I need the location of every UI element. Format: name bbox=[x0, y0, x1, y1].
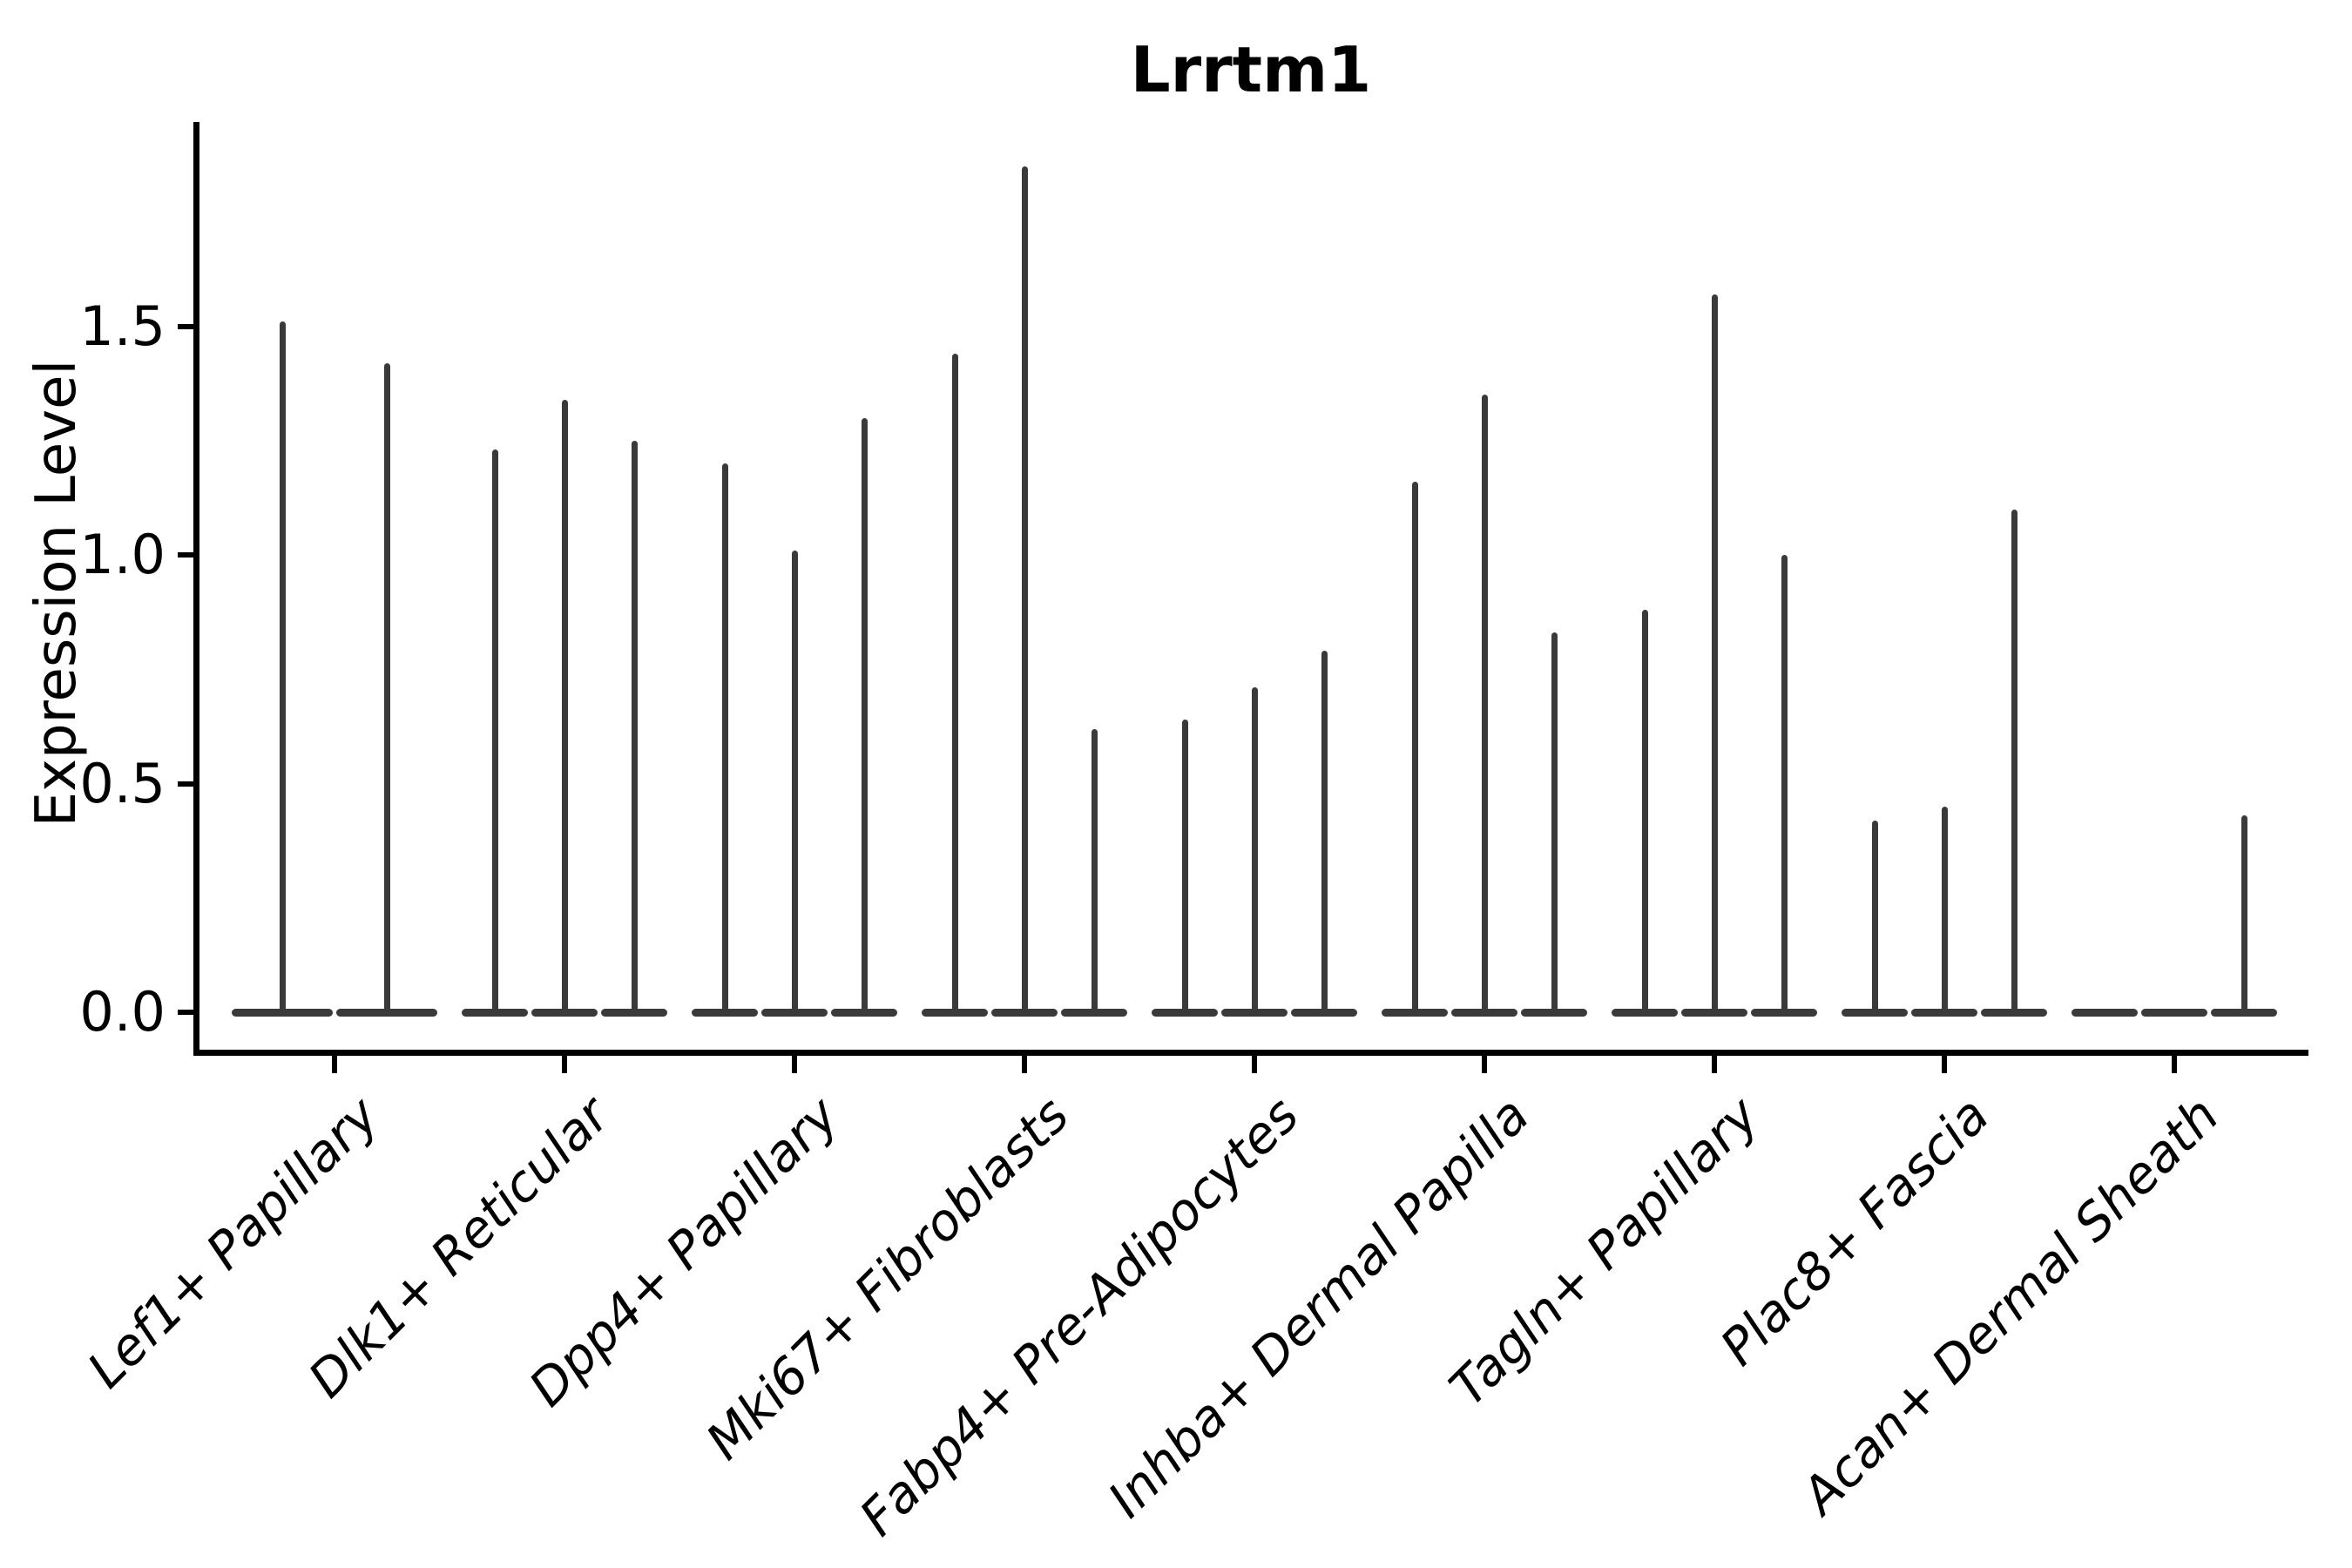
violin-base bbox=[232, 1009, 333, 1017]
violin-base bbox=[991, 1009, 1058, 1017]
violin-base bbox=[1451, 1009, 1517, 1017]
violin-spike bbox=[2240, 815, 2247, 1012]
violin-base bbox=[1842, 1009, 1908, 1017]
y-tick bbox=[178, 781, 193, 787]
x-tick bbox=[1022, 1056, 1027, 1073]
violin-base bbox=[831, 1009, 897, 1017]
x-category-label: Fabp4+ Pre-Adipocytes bbox=[848, 1085, 1311, 1548]
violin-base bbox=[761, 1009, 828, 1017]
x-tick bbox=[1252, 1056, 1257, 1073]
x-tick bbox=[332, 1056, 337, 1073]
x-tick bbox=[1942, 1056, 1947, 1073]
violin-spike bbox=[861, 417, 868, 1012]
violin-base bbox=[692, 1009, 758, 1017]
violin-base bbox=[2072, 1009, 2138, 1017]
violin-spike bbox=[491, 449, 498, 1012]
violin-spike bbox=[1091, 728, 1098, 1012]
y-tick-label: 1.0 bbox=[79, 523, 166, 586]
x-tick bbox=[792, 1056, 797, 1073]
violin-spike bbox=[951, 354, 958, 1012]
y-tick bbox=[178, 323, 193, 329]
violin-base bbox=[922, 1009, 988, 1017]
violin-base bbox=[336, 1009, 437, 1017]
x-axis-spine bbox=[193, 1050, 2308, 1056]
chart-title: Lrrtm1 bbox=[1130, 33, 1372, 106]
y-axis-label: Expression Level bbox=[24, 359, 89, 828]
violin-spike bbox=[1551, 632, 1558, 1012]
y-axis-spine bbox=[193, 122, 199, 1056]
y-tick-label: 1.5 bbox=[79, 294, 166, 358]
violin-base bbox=[531, 1009, 598, 1017]
violin-base bbox=[601, 1009, 667, 1017]
violin-spike bbox=[561, 399, 568, 1012]
violin-base bbox=[1911, 1009, 1977, 1017]
x-category-label: Inhba+ Dermal Papilla bbox=[1096, 1085, 1541, 1530]
violin-spike bbox=[721, 463, 728, 1012]
violin-spike bbox=[1781, 555, 1788, 1012]
x-tick bbox=[1482, 1056, 1487, 1073]
violin-base bbox=[1061, 1009, 1127, 1017]
violin-base bbox=[1521, 1009, 1587, 1017]
x-tick bbox=[2172, 1056, 2177, 1073]
y-tick bbox=[178, 1010, 193, 1015]
violin-spike bbox=[1641, 610, 1648, 1012]
y-tick-label: 0.0 bbox=[79, 980, 166, 1044]
violin-spike bbox=[1411, 482, 1418, 1012]
violin-base bbox=[1291, 1009, 1357, 1017]
violin-spike bbox=[1481, 395, 1488, 1012]
violin-base bbox=[1152, 1009, 1218, 1017]
violin-spike bbox=[1711, 294, 1718, 1012]
violin-spike bbox=[791, 550, 798, 1012]
violin-base bbox=[462, 1009, 528, 1017]
violin-base bbox=[2211, 1009, 2277, 1017]
x-category-label-anchor: Acan+ Dermal Sheath bbox=[1526, 1085, 2230, 1525]
x-tick bbox=[562, 1056, 567, 1073]
violin-spike bbox=[279, 321, 286, 1012]
violin-spike bbox=[383, 362, 390, 1012]
violin-base bbox=[1382, 1009, 1448, 1017]
violin-spike bbox=[1941, 806, 1948, 1012]
violin-base bbox=[1981, 1009, 2047, 1017]
violin-spike bbox=[631, 440, 638, 1012]
violin-base bbox=[1751, 1009, 1817, 1017]
violin-spike bbox=[1321, 651, 1328, 1012]
violin-spike bbox=[2011, 509, 2017, 1012]
violin-base bbox=[1681, 1009, 1747, 1017]
y-tick-label: 0.5 bbox=[79, 751, 166, 815]
violin-base bbox=[1221, 1009, 1288, 1017]
violin-spike bbox=[1181, 720, 1188, 1012]
y-tick bbox=[178, 552, 193, 558]
violin-base bbox=[2141, 1009, 2207, 1017]
x-tick bbox=[1712, 1056, 1717, 1073]
violin-spike bbox=[1871, 820, 1878, 1012]
violin-spike bbox=[1021, 166, 1028, 1012]
x-category-label: Acan+ Dermal Sheath bbox=[1790, 1085, 2231, 1525]
violin-base bbox=[1612, 1009, 1678, 1017]
violin-spike bbox=[1251, 687, 1258, 1012]
